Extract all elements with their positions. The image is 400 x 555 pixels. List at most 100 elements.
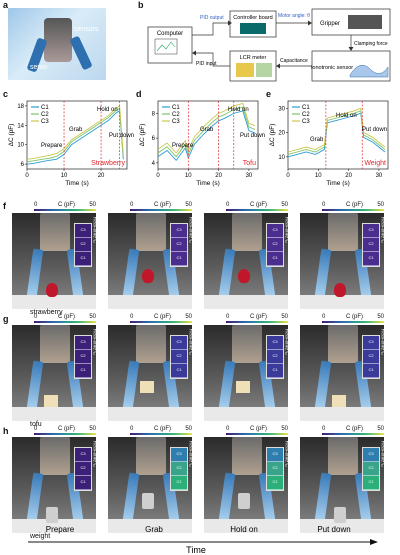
y-axis-label: ΔC (pF) <box>8 124 15 147</box>
colorbar-title: C (pF) <box>250 426 267 432</box>
time-axis-label: Time <box>186 545 206 554</box>
object-label: Strawberry <box>91 160 125 167</box>
colorbar-title: C (pF) <box>346 202 363 208</box>
capacitance-cell: C2 <box>363 462 379 476</box>
colorbar-header: 0 C (pF) 50 <box>322 426 384 434</box>
colorbar-min: 0 <box>130 426 134 432</box>
object-f <box>142 269 154 283</box>
series-line-c3 <box>157 102 256 154</box>
panel-label-f: f <box>3 201 6 211</box>
time-phase-holdon: Hold on <box>230 525 258 534</box>
capacitance-cell: C1 <box>171 252 187 266</box>
colorbar-header: 0 C (pF) 50 <box>226 202 288 210</box>
x-tick-label: 30 <box>376 173 383 179</box>
table-surface <box>12 519 96 533</box>
colorbar-header: 0 C (pF) 50 <box>130 314 192 322</box>
colorbar-min: 0 <box>130 202 134 208</box>
y-tick-label: 8 <box>152 111 156 117</box>
colorbar-gradient <box>130 209 192 211</box>
capacitance-cell: C1 <box>363 252 379 266</box>
gripper-mechanism <box>40 325 70 363</box>
colorbar-gradient <box>322 209 384 211</box>
colorbar-max: 50 <box>281 202 288 208</box>
table-surface <box>204 295 288 309</box>
gripper-mechanism <box>232 325 262 363</box>
realtime-c-label: Real-time C <box>187 216 192 243</box>
object-name-f: strawberry <box>30 309 63 316</box>
realtime-c-label: Real-time C <box>283 328 288 355</box>
realtime-capacitance-bar: C3 C2 C1 <box>74 447 92 491</box>
y-axis-label: ΔC (pF) <box>139 124 146 147</box>
gripper-mechanism <box>328 437 358 475</box>
colorbar-header: 0 C (pF) 50 <box>130 426 192 434</box>
series-line-c3 <box>287 107 386 153</box>
y-tick-label: 10 <box>17 143 24 149</box>
capacitance-cell: C2 <box>171 462 187 476</box>
realtime-c-label: Real-time C <box>379 328 384 355</box>
series-line-c2 <box>157 106 256 158</box>
colorbar-gradient <box>226 433 288 435</box>
capacitance-cell: C2 <box>363 350 379 364</box>
capacitance-cell: C3 <box>75 224 91 238</box>
object-label: Tofu <box>243 160 256 167</box>
y-tick-label: 6 <box>152 136 156 142</box>
colorbar-min: 0 <box>34 202 38 208</box>
x-tick-label: 0 <box>156 173 160 179</box>
colorbar-min: 0 <box>226 314 230 320</box>
realtime-c-label: Real-time C <box>283 440 288 467</box>
colorbar-min: 0 <box>34 426 38 432</box>
colorbar-max: 50 <box>185 202 192 208</box>
time-phase-putdown: Put down <box>317 525 350 534</box>
panel-label-e: e <box>266 89 272 99</box>
realtime-capacitance-bar: C3 C2 C1 <box>362 335 380 379</box>
capacitance-cell: C1 <box>363 476 379 490</box>
gripper-mechanism <box>232 213 262 251</box>
gripper-photo: sensors servo <box>8 8 106 80</box>
object-h <box>46 507 58 523</box>
gripper-mechanism <box>136 437 166 475</box>
series-line-c1 <box>26 109 124 165</box>
table-surface <box>12 295 96 309</box>
panel-label-c: c <box>3 89 9 99</box>
object-f <box>334 283 346 297</box>
x-axis-label: Time (s) <box>196 180 220 187</box>
capacitance-cell: C3 <box>171 224 187 238</box>
x-tick-label: 10 <box>185 173 192 179</box>
realtime-capacitance-bar: C3 C2 C1 <box>266 335 284 379</box>
series-line-c1 <box>157 110 256 162</box>
capacitance-cell: C2 <box>267 238 283 252</box>
object-f <box>238 269 250 283</box>
y-tick-label: 18 <box>17 104 24 110</box>
colorbar-header: 0 C (pF) 50 <box>226 426 288 434</box>
gripper-body <box>44 18 72 62</box>
colorbar-min: 0 <box>34 314 38 320</box>
x-tick-label: 30 <box>246 173 253 179</box>
capacitance-cell: C1 <box>267 476 283 490</box>
colorbar-max: 50 <box>377 426 384 432</box>
object-h <box>334 507 346 523</box>
phase-label: Put down <box>362 127 387 133</box>
x-tick-label: 20 <box>215 173 222 179</box>
gripper-mechanism <box>40 213 70 251</box>
table-surface <box>108 519 192 533</box>
colorbar-header: 0 C (pF) 50 <box>34 426 96 434</box>
table-surface <box>300 519 384 533</box>
object-h <box>142 493 154 509</box>
colorbar-title: C (pF) <box>154 314 171 320</box>
phase-label: Hold on <box>228 107 249 113</box>
capacitance-cell: C1 <box>363 364 379 378</box>
colorbar-title: C (pF) <box>58 426 75 432</box>
colorbar-header: 0 C (pF) 50 <box>34 202 96 210</box>
y-tick-label: 30 <box>278 106 285 112</box>
capacitance-cell: C3 <box>75 448 91 462</box>
gripper-label: Gripper <box>320 21 340 27</box>
legend-entry: C1 <box>302 105 310 111</box>
realtime-c-label: Real-time C <box>91 216 96 243</box>
x-tick-label: 20 <box>345 173 352 179</box>
colorbar-title: C (pF) <box>346 314 363 320</box>
capacitance-cell: C2 <box>267 350 283 364</box>
